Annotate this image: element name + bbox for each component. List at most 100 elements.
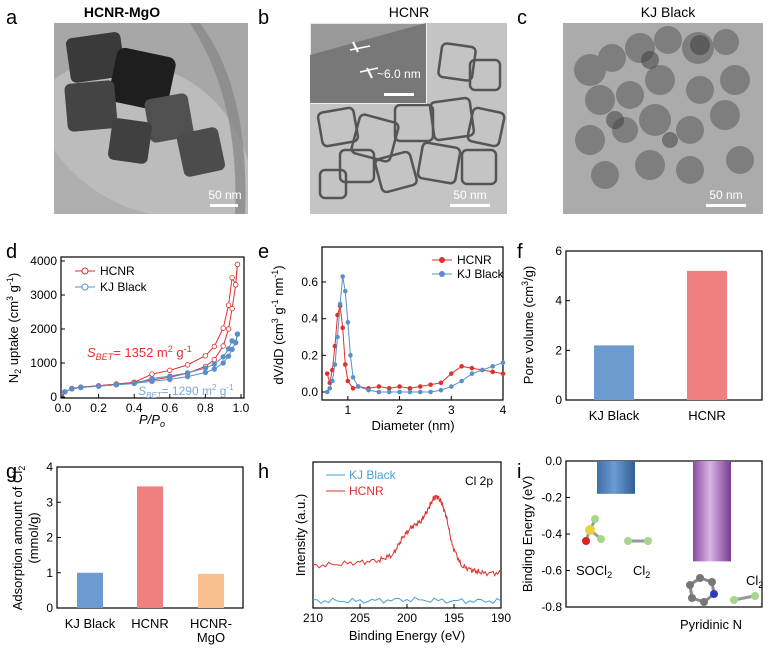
data-point-e: [345, 320, 351, 325]
data-point-d: [131, 380, 137, 387]
panel-letter-f: f: [517, 241, 523, 263]
y-tick-label-g: 3: [46, 495, 53, 509]
scale-bar-a: 50 nm: [208, 188, 241, 202]
panel-letter-d: d: [6, 241, 17, 263]
data-point-d: [220, 343, 226, 349]
y-tick-label-f: 2: [555, 343, 562, 357]
data-point-e: [407, 389, 413, 395]
y-tick-label-e: 0.0: [301, 385, 318, 399]
x-axis-label-h: Binding Energy (eV): [349, 628, 465, 643]
data-point-d: [211, 361, 217, 367]
data-point-e: [448, 384, 454, 389]
y-tick-label-e: 0.2: [301, 348, 318, 362]
annotation-cl2p: Cl 2p: [465, 474, 493, 488]
tem-title-c: KJ Black: [641, 4, 696, 20]
data-point-e: [340, 325, 345, 331]
label-cl2-a: Cl2: [633, 563, 650, 580]
chart-g: g Adsorption amount of Cl2 (mmol/g) 0 1 2 3…: [6, 460, 244, 645]
data-point-d: [220, 354, 226, 360]
x-tick-label-f: HCNR: [688, 408, 726, 423]
legend-label-hcnr-h: HCNR: [349, 484, 384, 498]
x-tick-label-e: 3: [448, 403, 455, 417]
x-axis-label-d: P/Po: [139, 412, 165, 429]
x-tick-label-g: HCNR: [131, 616, 169, 631]
data-point-e: [324, 389, 330, 395]
panel-letter-b: b: [258, 7, 269, 29]
x-tick-label-d: 0.6: [161, 401, 178, 415]
y-tick-label-i: -0.4: [541, 527, 562, 541]
legend-label-kj-d: KJ Black: [100, 280, 148, 294]
y-tick-label-i: 0.0: [545, 454, 562, 468]
panel-letter-i: i: [517, 461, 521, 483]
data-point-e: [332, 362, 338, 367]
data-point-d: [225, 326, 232, 332]
panel-a: a HCNR-MgO 50 nm: [6, 4, 248, 214]
y-tick-label-e: 0.4: [301, 312, 318, 326]
y-axis-label-g: Adsorption amount of Cl2: [10, 466, 27, 610]
data-point-e: [397, 389, 402, 395]
data-point-d: [234, 261, 241, 268]
y-axis-label-h: Intensity (a.u.): [293, 494, 308, 576]
data-point-e: [376, 389, 382, 395]
chart-d: d P/Po N2 uptake (cm3 g-1) 0.0 0.2 0.4 0.6 0…: [5, 241, 250, 429]
y-tick-label-i: -0.8: [541, 600, 562, 614]
panel-letter-h: h: [258, 461, 269, 483]
x-tick-label-d: 0.4: [126, 401, 143, 415]
y-axis-label-d: N2 uptake (cm3 g-1): [5, 273, 23, 384]
x-tick-label-g: HCNR-: [190, 616, 232, 631]
data-point-e: [350, 375, 356, 380]
data-point-d: [211, 356, 217, 363]
data-point-d: [202, 369, 209, 376]
tem-title-b: HCNR: [389, 4, 429, 20]
chart-f: f Pore volume (cm3/g) 0 2 4 6 KJ Black HCNR: [517, 241, 763, 423]
data-point-e: [438, 387, 444, 393]
data-point-e: [386, 386, 392, 391]
x-tick-label-d: 0.2: [90, 401, 107, 415]
y-tick-label-e: 0.6: [301, 275, 318, 289]
y-tick-label-d: 3000: [30, 288, 57, 302]
y-tick-label-d: 0: [50, 390, 57, 404]
data-point-e: [345, 378, 351, 384]
x-tick-label-e: 2: [396, 403, 403, 417]
inset-label-b: ~6.0 nm: [377, 67, 421, 81]
data-point-d: [184, 362, 191, 368]
chart-e: e Diameter (nm) dV/dD (cm3 g-1 nm-1) 1 2 3…: [258, 241, 507, 433]
y-axis-label-i: Binding Energy (eV): [520, 476, 535, 592]
annotation-kj-bet: SBET= 1290 m2 g-1: [138, 383, 234, 400]
data-point-e: [366, 387, 371, 393]
y-tick-label-f: 4: [555, 294, 562, 308]
x-tick-label-d: 0.8: [197, 401, 214, 415]
annotation-hcnr-bet: SBET= 1352 m2 g-1: [87, 344, 192, 362]
x-tick-label-h: 205: [350, 611, 370, 625]
data-point-d: [229, 274, 235, 281]
bar-f: [594, 345, 634, 400]
bar-g: [77, 572, 103, 608]
x-tick-label-h: 210: [303, 611, 323, 625]
series-line-h-1: [312, 494, 502, 578]
x-axis-label-e: Diameter (nm): [371, 418, 454, 433]
data-point-d: [225, 346, 232, 352]
legend-e: HCNR KJ Black: [432, 253, 505, 281]
y-tick-label-i: -0.6: [541, 564, 562, 578]
x-tick-label-e: 1: [345, 403, 352, 417]
bar-g: [137, 486, 163, 608]
legend-label-kj-e: KJ Black: [457, 267, 505, 281]
data-point-e: [469, 371, 475, 376]
legend-label-hcnr-e: HCNR: [457, 253, 492, 267]
y-tick-label-f: 6: [555, 244, 562, 258]
x-tick-label-d: 0.0: [55, 401, 72, 415]
data-point-d: [95, 383, 102, 389]
data-point-e: [428, 382, 433, 387]
x-tick-label-f: KJ Black: [589, 408, 640, 423]
scale-bar-c: 50 nm: [709, 188, 742, 202]
data-point-e: [448, 371, 454, 376]
data-point-d: [232, 282, 239, 288]
data-point-e: [355, 384, 361, 389]
data-point-d: [202, 365, 209, 371]
data-point-e: [376, 384, 382, 389]
label-cl2-b: Cl2: [746, 573, 763, 590]
data-point-e: [340, 274, 345, 279]
data-point-d: [220, 325, 226, 331]
series-line-d-desorption-1: [64, 333, 238, 393]
